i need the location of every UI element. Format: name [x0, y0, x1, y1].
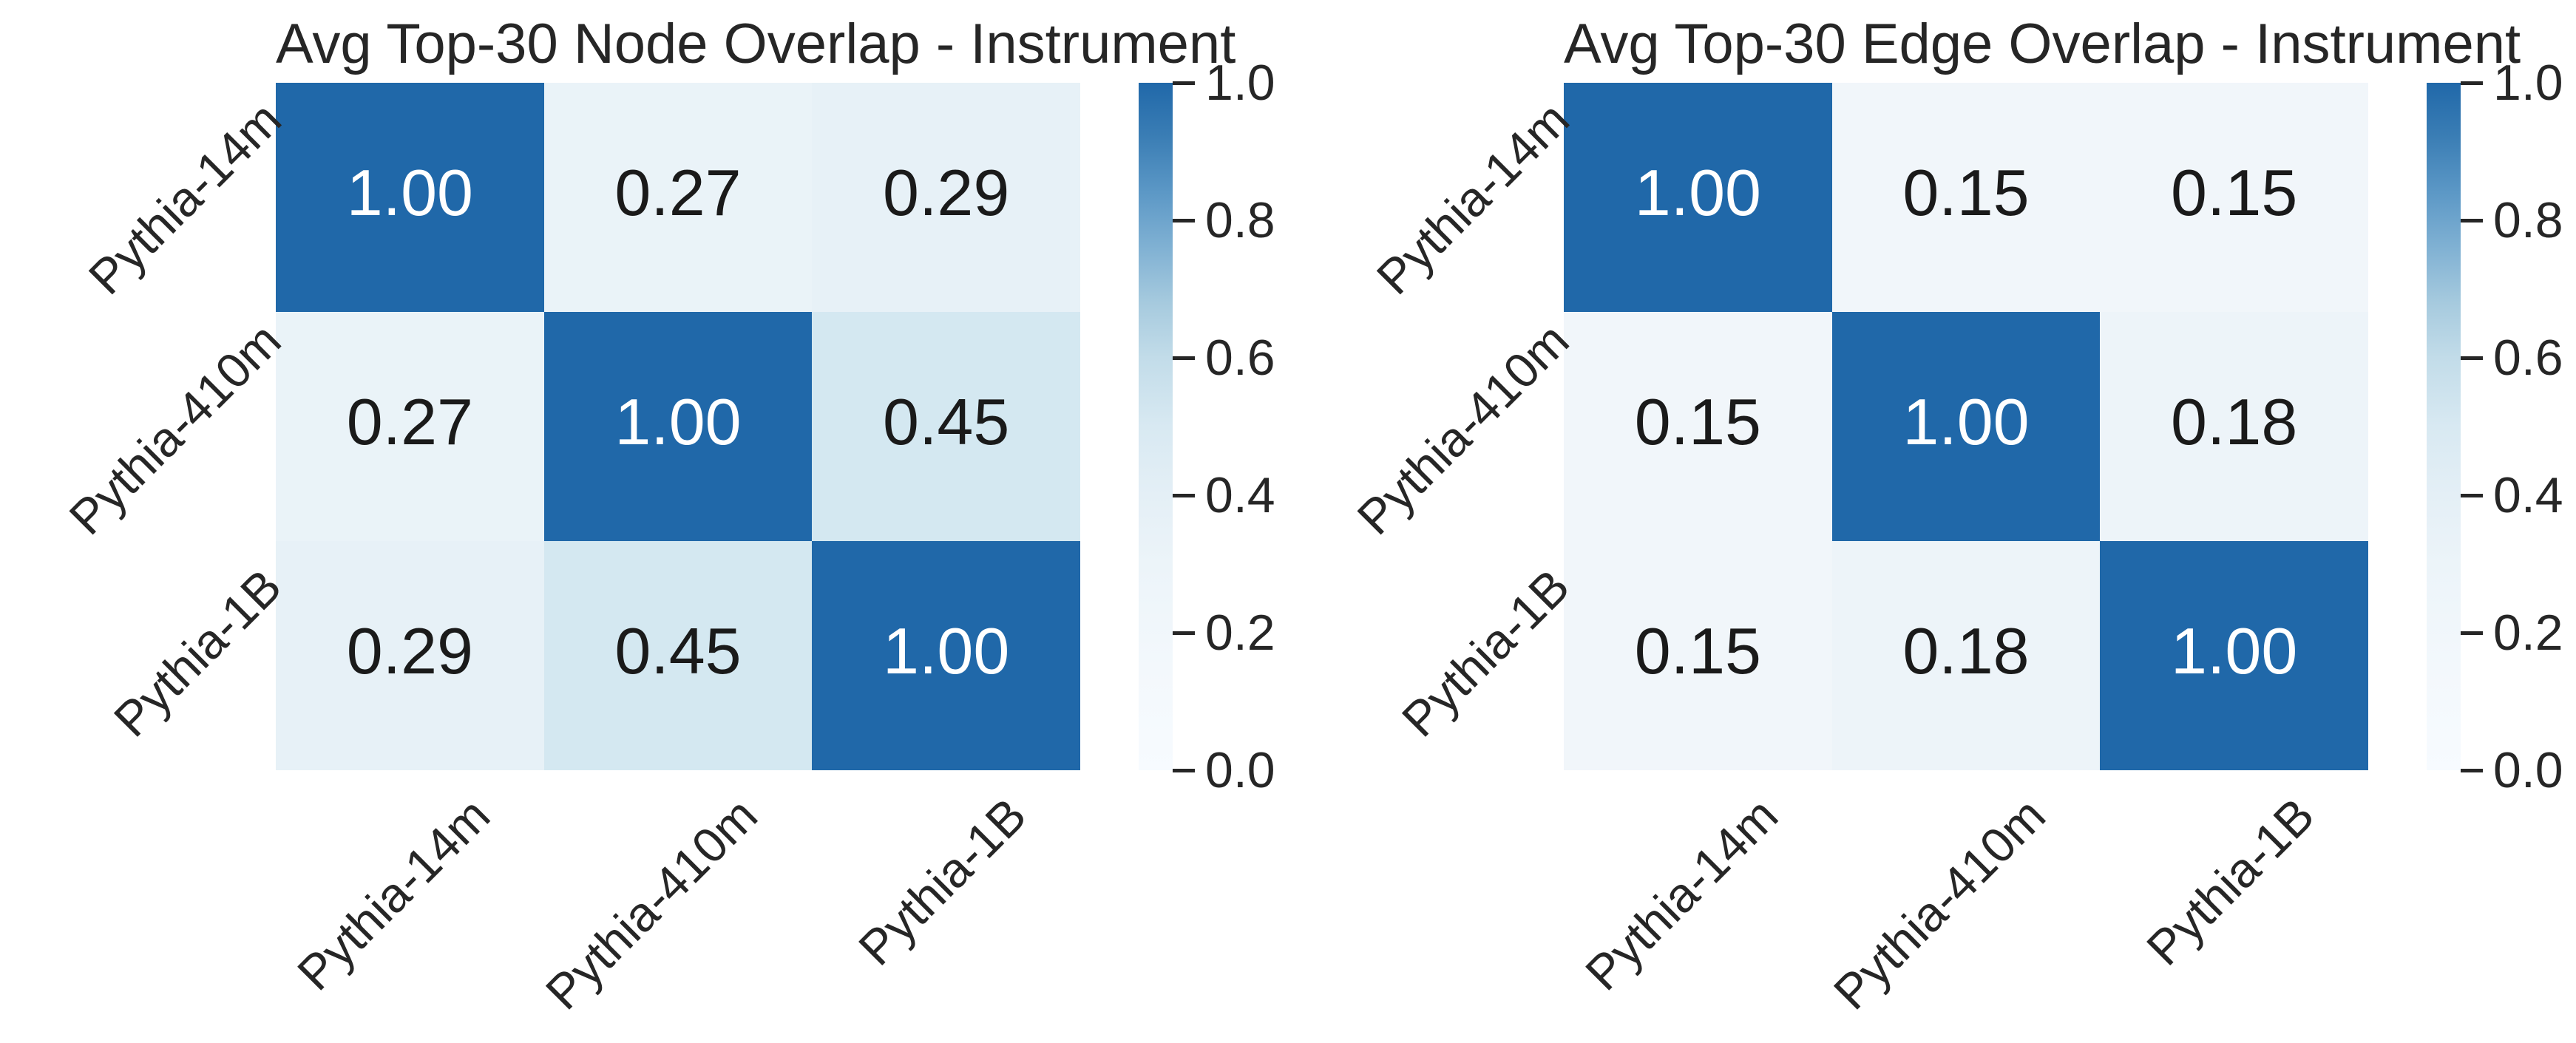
y-tick-label: Pythia-14m [1366, 92, 1580, 305]
heatmap-cell: 0.15 [2100, 83, 2368, 312]
y-tick-label: Pythia-1B [103, 558, 292, 747]
heatmap-cell: 0.45 [543, 541, 813, 770]
colorbar-tick-label: 1.0 [1205, 55, 1275, 111]
y-tick-label: Pythia-410m [58, 312, 292, 545]
heatmap-cell: 0.29 [276, 541, 544, 770]
heatmap-cell-value: 0.29 [346, 614, 473, 687]
colorbar-tick-mark [1173, 631, 1195, 635]
colorbar-tick-mark [2461, 218, 2483, 222]
heatmap-cell: 0.15 [1831, 83, 2101, 312]
heatmap-cell-value: 0.27 [614, 156, 742, 229]
heatmap-cell-value: 0.15 [1634, 614, 1761, 687]
chart-title-edge-overlap: Avg Top-30 Edge Overlap - Instrument [1564, 13, 2521, 75]
colorbar-tick-mark [2461, 356, 2483, 360]
heatmap-panel-node-overlap: Avg Top-30 Node Overlap - Instrument 1.0… [58, 13, 1275, 1020]
colorbar-tick-label: 0.2 [1205, 605, 1275, 661]
colorbar-tick-label: 0.0 [2493, 742, 2563, 798]
colorbar-tick-label: 0.6 [2493, 330, 2563, 386]
heatmap-cell: 0.29 [812, 83, 1080, 312]
colorbar-edge-overlap [2427, 83, 2461, 770]
x-tick-label: Pythia-1B [2135, 787, 2325, 976]
x-tick-label: Pythia-14m [1574, 787, 1788, 1001]
heatmap-cell-value: 0.18 [1902, 614, 2030, 687]
heatmap-cell: 1.00 [276, 83, 544, 312]
chart-title-node-overlap: Avg Top-30 Node Overlap - Instrument [276, 13, 1236, 75]
colorbar-tick-label: 0.4 [1205, 467, 1275, 523]
heatmap-cell-value: 0.45 [614, 614, 742, 687]
colorbar-tick-label: 0.8 [1205, 192, 1275, 248]
colorbar-tick-label: 0.4 [2493, 467, 2563, 523]
colorbar-tick-mark [1173, 81, 1195, 85]
heatmap-panel-edge-overlap: Avg Top-30 Edge Overlap - Instrument 1.0… [1288, 0, 2576, 1043]
heatmap-cell-value: 1.00 [883, 614, 1010, 687]
heatmap-cell-value: 1.00 [2171, 614, 2298, 687]
heatmap-cell: 0.18 [2100, 312, 2368, 541]
y-tick-label: Pythia-14m [78, 92, 292, 305]
x-tick-label: Pythia-410m [1823, 787, 2056, 1020]
colorbar-tick-label: 0.8 [2493, 192, 2563, 248]
colorbar-tick-mark [1173, 768, 1195, 772]
heatmap-cell-value: 1.00 [1634, 156, 1761, 229]
y-tick-label: Pythia-410m [1346, 312, 1580, 545]
colorbar-tick-mark [2461, 81, 2483, 85]
heatmap-cell-value: 1.00 [1902, 385, 2030, 458]
heatmap-cell-value: 0.18 [2171, 385, 2298, 458]
colorbar-tick-mark [1173, 493, 1195, 497]
colorbar-tick-mark [2461, 768, 2483, 772]
heatmap-cell: 1.00 [1564, 83, 1832, 312]
heatmap-cell-value: 1.00 [346, 156, 473, 229]
heatmap-cell-value: 1.00 [614, 385, 742, 458]
heatmap-cell: 0.18 [1831, 541, 2101, 770]
heatmap-cell-value: 0.27 [346, 385, 473, 458]
heatmap-cell-value: 0.29 [883, 156, 1010, 229]
colorbar-tick-label: 0.6 [1205, 330, 1275, 386]
colorbar-tick-mark [2461, 631, 2483, 635]
colorbar-tick-mark [2461, 493, 2483, 497]
heatmap-grid-edge-overlap: 1.00 0.15 0.15 0.15 1.00 0.18 0.15 0.18 1.00 [1564, 83, 2368, 770]
heatmap-cell: 0.45 [812, 312, 1080, 541]
heatmap-cell: 1.00 [812, 541, 1080, 770]
colorbar-node-overlap [1139, 83, 1173, 770]
x-tick-label: Pythia-1B [847, 787, 1037, 976]
x-tick-label: Pythia-410m [535, 787, 768, 1020]
heatmap-cell: 0.15 [1564, 541, 1832, 770]
heatmap-cell-value: 0.15 [1634, 385, 1761, 458]
heatmap-cell-value: 0.45 [883, 385, 1010, 458]
heatmap-grid-node-overlap: 1.00 0.27 0.29 0.27 1.00 0.45 0.29 0.45 1.00 [276, 83, 1080, 770]
x-tick-label: Pythia-14m [286, 787, 500, 1001]
heatmap-cell: 1.00 [1831, 312, 2101, 541]
colorbar-tick-label: 0.2 [2493, 605, 2563, 661]
y-tick-label: Pythia-1B [1391, 558, 1580, 747]
heatmap-cell: 1.00 [2100, 541, 2368, 770]
heatmap-cell-value: 0.15 [1902, 156, 2030, 229]
heatmap-cell: 0.15 [1564, 312, 1832, 541]
colorbar-tick-label: 1.0 [2493, 55, 2563, 111]
colorbar-tick-label: 0.0 [1205, 742, 1275, 798]
colorbar-tick-mark [1173, 356, 1195, 360]
heatmap-cell: 1.00 [543, 312, 813, 541]
colorbar-tick-mark [1173, 218, 1195, 222]
heatmap-cell-value: 0.15 [2171, 156, 2298, 229]
heatmap-cell: 0.27 [543, 83, 813, 312]
heatmap-cell: 0.27 [276, 312, 544, 541]
